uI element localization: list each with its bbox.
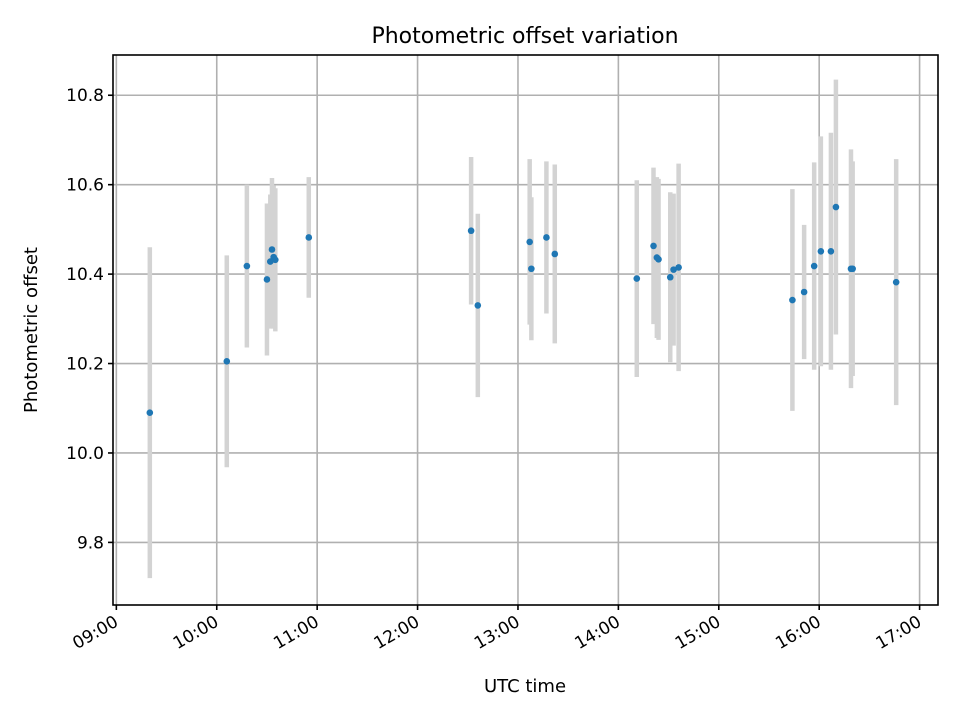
data-point <box>528 265 535 273</box>
x-axis-ticks: 09:00 10:00 11:00 12:00 13:00 14:00 15:00 16:00… <box>69 605 925 654</box>
x-tick-label: 10:00 <box>170 612 222 654</box>
data-point <box>146 409 154 417</box>
data-point <box>650 242 657 250</box>
plot-frame <box>112 54 939 606</box>
data-point <box>526 238 533 246</box>
data-point <box>789 296 796 304</box>
data-points <box>146 203 900 417</box>
data-point <box>827 248 835 255</box>
data-point <box>810 262 818 270</box>
chart-title: Photometric offset variation <box>371 24 678 49</box>
y-tick-label: 10.8 <box>66 86 104 106</box>
data-point <box>551 250 559 258</box>
x-tick-label: 15:00 <box>672 612 724 654</box>
data-point <box>474 302 482 309</box>
data-point <box>263 276 271 283</box>
y-tick-label: 9.8 <box>77 533 104 553</box>
x-tick-label: 16:00 <box>772 612 824 654</box>
data-point <box>655 256 662 263</box>
data-point <box>223 358 231 365</box>
x-axis-label: UTC time <box>484 676 566 697</box>
data-point <box>817 248 825 255</box>
y-tick-label: 10.0 <box>66 444 104 464</box>
data-point <box>272 256 279 264</box>
data-point <box>849 265 856 273</box>
y-axis-label: Photometric offset <box>21 247 42 413</box>
data-point <box>633 275 641 282</box>
y-axis-ticks: 9.8 10.0 10.2 10.4 10.6 10.8 <box>66 86 113 553</box>
data-point <box>543 234 550 241</box>
x-tick-label: 14:00 <box>571 612 623 654</box>
x-tick-label: 11:00 <box>270 612 322 654</box>
data-point <box>243 262 251 270</box>
x-tick-label: 17:00 <box>873 612 925 654</box>
data-point <box>670 266 677 273</box>
error-bars <box>147 79 899 579</box>
grid-lines <box>113 55 938 605</box>
data-point <box>800 288 808 296</box>
data-point <box>467 227 475 235</box>
data-point <box>832 203 840 211</box>
data-point <box>268 246 276 253</box>
x-tick-label: 12:00 <box>371 612 423 654</box>
y-tick-label: 10.6 <box>66 176 104 196</box>
data-point <box>675 264 682 271</box>
y-tick-label: 10.4 <box>66 265 104 285</box>
data-point <box>666 273 674 281</box>
y-tick-label: 10.2 <box>66 355 104 375</box>
data-point <box>892 278 900 286</box>
x-tick-label: 13:00 <box>471 612 523 654</box>
x-tick-label: 09:00 <box>69 612 121 654</box>
data-point <box>305 234 313 241</box>
